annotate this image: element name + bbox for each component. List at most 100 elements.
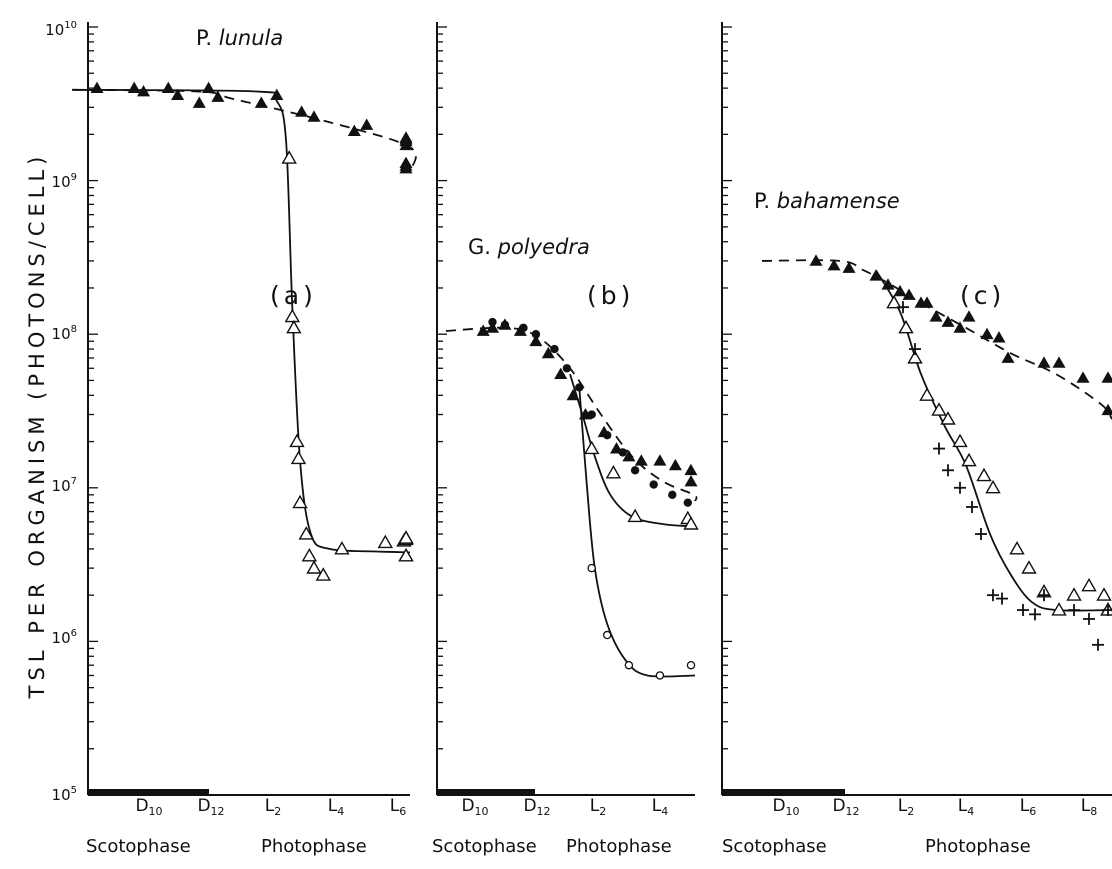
data-point-open-triangle <box>398 548 414 562</box>
y-tick-label: 108 <box>52 324 77 343</box>
data-point-open-triangle <box>1021 560 1037 574</box>
panel-b-phase-scotophase: Scotophase <box>432 836 537 857</box>
panel-a-phase-photophase: Photophase <box>261 836 367 857</box>
data-point-filled-triangle <box>929 310 943 322</box>
data-point-filled-triangle <box>902 288 916 300</box>
x-tick-label: D12 <box>197 796 224 818</box>
data-point-open-circle <box>587 563 596 573</box>
data-point-plus <box>1038 589 1050 602</box>
data-point-plus <box>966 500 978 513</box>
series-line-solid <box>72 88 411 554</box>
panel-b: G. polyedra (b) D10 D12 L2 L4 Scotophase… <box>432 22 699 857</box>
data-point-filled-triangle <box>270 88 284 101</box>
y-tick-label: 106 <box>52 628 77 647</box>
x-tick-label: L8 <box>1081 796 1097 818</box>
y-tick-label: 109 <box>52 172 77 191</box>
x-tick-label: D12 <box>832 796 859 818</box>
data-point-filled-triangle <box>668 458 682 471</box>
data-point-filled-triangle <box>192 96 206 108</box>
data-point-open-triangle <box>284 308 301 323</box>
data-point-filled-triangle <box>254 96 268 108</box>
panel-a-tag: (a) <box>270 281 317 310</box>
data-point-plus <box>954 481 966 494</box>
panel-b-marks <box>445 317 699 680</box>
data-point-open-triangle <box>931 402 947 416</box>
data-point-open-circle <box>624 660 634 670</box>
data-point-filled-circle <box>649 480 658 489</box>
x-tick-label: D12 <box>523 796 550 818</box>
panel-b-tag: (b) <box>587 281 634 310</box>
data-point-open-triangle <box>292 494 308 509</box>
x-tick-label: L2 <box>898 796 914 818</box>
data-point-open-triangle <box>281 150 297 164</box>
data-point-open-triangle <box>298 526 314 540</box>
data-point-filled-triangle <box>137 85 150 97</box>
data-point-plus <box>1102 604 1112 617</box>
y-tick-label: 107 <box>52 476 77 495</box>
panel-a: P. lunula (a) D10 D12 L2 L4 L6 Scotophas… <box>72 22 417 857</box>
data-point-filled-triangle <box>962 310 976 322</box>
dark-period-bar <box>722 789 845 796</box>
data-point-open-triangle <box>290 450 307 465</box>
data-point-filled-circle <box>531 330 541 339</box>
panel-b-x-ticks: D10 D12 L2 L4 <box>461 796 668 818</box>
data-point-filled-triangle <box>653 454 667 466</box>
data-point-open-triangle <box>940 411 956 425</box>
series-line-dashed <box>445 326 698 502</box>
data-point-filled-circle <box>603 431 612 440</box>
data-point-filled-circle <box>575 383 584 392</box>
panel-a-x-ticks: D10 D12 L2 L4 L6 <box>135 796 406 818</box>
panel-c-tag: (c) <box>960 281 1005 310</box>
data-point-filled-circle <box>562 364 572 373</box>
data-point-filled-triangle <box>161 81 175 93</box>
panel-c-title: P. bahamense <box>754 189 900 213</box>
data-point-open-triangle <box>898 319 914 334</box>
data-point-filled-triangle <box>684 474 698 487</box>
data-point-plus <box>996 592 1008 605</box>
data-point-filled-triangle <box>171 88 185 101</box>
data-point-open-triangle <box>976 467 992 482</box>
panel-c-phase-scotophase: Scotophase <box>722 836 827 857</box>
y-tick-labels: 1010 109 108 107 106 105 <box>45 20 77 804</box>
x-tick-label: L2 <box>590 796 606 818</box>
y-tick-label: 105 <box>52 785 77 804</box>
x-tick-label: L2 <box>265 796 281 818</box>
data-point-open-triangle <box>1096 587 1112 601</box>
data-point-filled-circle <box>587 410 596 419</box>
data-point-filled-triangle <box>1037 356 1051 368</box>
data-point-filled-triangle <box>399 161 413 174</box>
data-point-plus <box>897 301 909 314</box>
x-tick-label: D10 <box>772 796 799 818</box>
data-point-open-triangle <box>1051 602 1067 616</box>
data-point-plus <box>1017 604 1029 617</box>
data-point-filled-circle <box>630 466 640 475</box>
data-point-open-triangle <box>306 560 322 574</box>
data-point-filled-triangle <box>809 254 823 266</box>
data-point-filled-triangle <box>684 463 698 476</box>
data-point-open-triangle <box>1066 587 1082 601</box>
data-point-filled-triangle <box>953 321 967 333</box>
panel-a-title: P. lunula <box>196 26 283 50</box>
data-point-open-triangle <box>683 516 699 530</box>
data-point-open-triangle <box>627 508 643 523</box>
panel-c-marks <box>761 254 1112 651</box>
series-line-dashed <box>761 259 1112 420</box>
data-point-filled-triangle <box>541 346 555 359</box>
data-point-open-triangle <box>377 534 394 549</box>
data-point-filled-triangle <box>842 261 856 273</box>
series-line-dashed <box>72 88 417 172</box>
data-point-filled-triangle <box>476 324 490 336</box>
data-point-filled-triangle <box>980 327 994 340</box>
panel-a-axes <box>87 22 410 796</box>
x-tick-label: D10 <box>461 796 488 818</box>
data-point-open-triangle <box>583 440 600 455</box>
data-point-plus <box>942 464 954 477</box>
data-point-plus <box>1092 638 1104 651</box>
data-point-open-triangle <box>985 479 1001 494</box>
x-tick-label: L4 <box>652 796 668 818</box>
data-point-open-triangle <box>605 465 622 479</box>
y-tick-label: 1010 <box>45 20 77 39</box>
data-point-filled-triangle <box>529 334 543 347</box>
data-point-filled-circle <box>668 490 677 500</box>
